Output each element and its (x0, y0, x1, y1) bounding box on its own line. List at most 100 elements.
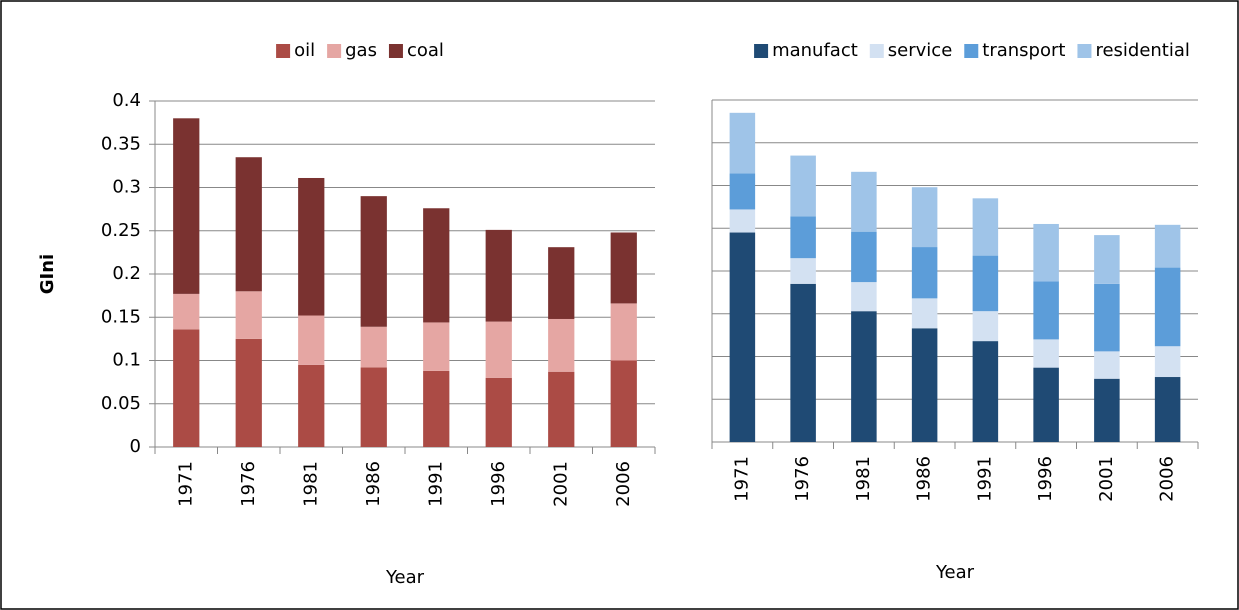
bar-segment (1154, 224, 1181, 268)
x-tick-label: 1971 (731, 456, 752, 502)
bar-segment (1033, 223, 1059, 282)
y-tick-label: 0.15 (101, 306, 141, 327)
y-tick-label: 0.1 (112, 350, 141, 371)
bar-segment (610, 303, 637, 361)
bar-segment (485, 377, 512, 447)
x-tick-label: 1971 (175, 461, 196, 507)
bar-segment (485, 229, 512, 322)
bar-segment (911, 187, 938, 248)
legend-swatch (869, 44, 884, 58)
bar-segment (790, 216, 816, 259)
bar-segment (972, 341, 999, 442)
bar-segment (729, 232, 756, 442)
bar-segment (1094, 283, 1120, 352)
bar-segment (972, 255, 999, 312)
legend-swatch (754, 44, 769, 58)
bar-segment (610, 232, 637, 304)
x-tick-label: 1996 (1035, 456, 1056, 502)
bar-segment (1154, 267, 1181, 347)
legend: manufact service transport residential (754, 40, 1190, 61)
y-tick-label: 0.4 (112, 90, 141, 111)
y-axis-title: GIni (37, 254, 58, 294)
x-tick-label: 2001 (1096, 456, 1117, 502)
x-tick-label: 1991 (974, 456, 995, 502)
bar-segment (1033, 339, 1059, 368)
bar-segment (173, 329, 200, 447)
legend-label: residential (1095, 40, 1189, 61)
legend-label: coal (407, 40, 444, 61)
bar-segment (729, 112, 756, 174)
legend-label: oil (294, 40, 315, 61)
bar-segment (360, 196, 387, 327)
bar-segment (1033, 367, 1059, 442)
bar-segment (360, 367, 387, 447)
bar-segment (729, 173, 756, 210)
x-axis-title: Year (935, 562, 975, 583)
bar-segment (298, 364, 325, 447)
x-tick-label: 1976 (792, 456, 813, 502)
bar-segment (1094, 378, 1120, 442)
x-tick-label: 2006 (1157, 456, 1178, 502)
bar-segment (729, 209, 756, 233)
legend-label: service (888, 40, 952, 61)
bar-segment (851, 311, 877, 442)
bar-segment (423, 322, 450, 371)
bar-segment (423, 208, 450, 323)
bar-segment (851, 171, 877, 232)
x-tick-label: 1981 (853, 456, 874, 502)
bar-segment (610, 360, 637, 447)
x-tick-label: 1996 (488, 461, 509, 507)
legend-swatch (964, 44, 979, 58)
bar-segment (851, 282, 877, 312)
y-tick-label: 0.2 (112, 263, 141, 284)
bar-segment (1094, 351, 1120, 379)
y-tick-label: 0.3 (112, 177, 141, 198)
bar-segment (790, 283, 816, 442)
bar-segment (972, 311, 999, 342)
legend-swatch (1077, 44, 1092, 58)
x-tick-label: 1986 (914, 456, 935, 502)
x-tick-label: 2006 (613, 461, 634, 507)
x-tick-label: 1991 (425, 461, 446, 507)
bar-segment (911, 328, 938, 442)
y-tick-label: 0.05 (101, 393, 141, 414)
bar-segment (790, 155, 816, 217)
x-tick-label: 1986 (363, 461, 384, 507)
bar-segment (911, 298, 938, 329)
bar-segment (911, 247, 938, 299)
bar-segment (485, 321, 512, 378)
legend-label: gas (345, 40, 377, 61)
x-tick-label: 1976 (238, 461, 259, 507)
legend-label: transport (982, 40, 1065, 61)
bar-segment (548, 247, 575, 319)
y-tick-label: 0.35 (101, 133, 141, 154)
legend-swatch (327, 44, 342, 58)
x-tick-label: 2001 (550, 461, 571, 507)
bar-segment (173, 118, 200, 294)
legend-swatch (276, 44, 291, 58)
legend-label: manufact (772, 40, 858, 61)
bar-segment (548, 318, 575, 372)
y-tick-label: 0.25 (101, 220, 141, 241)
bar-segment (423, 370, 450, 447)
bar-segment (235, 291, 262, 339)
x-tick-label: 1981 (300, 461, 321, 507)
bar-segment (790, 258, 816, 284)
bar-segment (298, 315, 325, 365)
bar-segment (235, 157, 262, 292)
bar-segment (851, 231, 877, 283)
bar-segment (235, 338, 262, 447)
bar-segment (1033, 281, 1059, 340)
y-tick-label: 0 (130, 436, 141, 457)
bar-segment (548, 371, 575, 447)
bar-segment (1154, 346, 1181, 378)
legend-swatch (388, 44, 403, 58)
bar-segment (298, 177, 325, 316)
bar-segment (360, 326, 387, 368)
bar-segment (1154, 377, 1181, 442)
legend: oil gas coal (276, 40, 444, 61)
bar-segment (972, 198, 999, 256)
bar-segment (173, 293, 200, 330)
x-axis-title: Year (385, 567, 425, 588)
